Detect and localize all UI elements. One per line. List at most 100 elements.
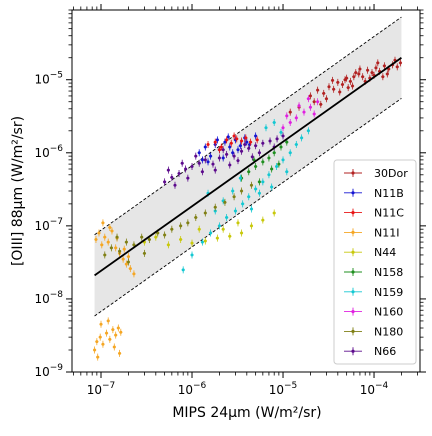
data-point xyxy=(217,154,222,162)
data-point xyxy=(358,65,362,73)
data-point xyxy=(270,165,274,173)
data-point xyxy=(179,236,183,244)
data-point xyxy=(272,118,276,126)
point-marker xyxy=(261,160,265,164)
point-marker xyxy=(213,140,217,144)
point-marker xyxy=(190,241,194,245)
point-marker xyxy=(338,90,342,94)
data-point xyxy=(249,181,254,189)
point-marker xyxy=(261,218,265,222)
point-marker xyxy=(114,246,118,250)
data-point xyxy=(200,156,204,164)
x-axis-label: MIPS 24μm (W/m²/sr) xyxy=(172,405,321,421)
point-marker xyxy=(277,162,281,166)
data-point xyxy=(101,219,105,227)
data-point xyxy=(279,128,283,136)
data-point xyxy=(340,81,345,89)
point-marker xyxy=(100,243,104,247)
point-marker xyxy=(250,155,254,159)
point-marker xyxy=(142,251,146,255)
point-marker xyxy=(236,221,240,225)
lower-bound-line xyxy=(94,98,402,317)
series-n66 xyxy=(163,132,285,189)
data-point xyxy=(163,178,167,186)
point-marker xyxy=(101,342,105,346)
legend-item: N11I xyxy=(344,226,399,239)
x-tick-label: 10−7 xyxy=(87,381,116,397)
legend-label: N159 xyxy=(374,286,403,299)
data-point xyxy=(228,161,232,169)
data-point xyxy=(354,69,358,77)
point-marker xyxy=(163,233,167,237)
point-marker xyxy=(288,110,292,114)
data-point xyxy=(249,205,254,213)
data-point xyxy=(228,143,232,151)
data-point xyxy=(114,244,118,252)
data-point xyxy=(208,229,213,237)
point-marker xyxy=(316,88,320,92)
point-marker xyxy=(272,211,276,215)
data-point xyxy=(221,146,225,154)
data-point xyxy=(306,127,310,135)
data-point xyxy=(233,136,238,144)
point-marker xyxy=(350,84,354,88)
series-n160 xyxy=(281,95,320,132)
data-point xyxy=(203,209,207,217)
data-point xyxy=(306,95,310,103)
point-marker xyxy=(354,71,358,75)
point-marker xyxy=(268,139,272,143)
point-marker xyxy=(106,319,110,323)
data-point xyxy=(166,241,170,249)
point-marker xyxy=(203,239,207,243)
data-point xyxy=(108,335,112,343)
point-marker xyxy=(382,64,386,68)
point-marker xyxy=(312,100,316,104)
point-marker xyxy=(232,195,236,199)
point-marker xyxy=(294,116,298,120)
point-marker xyxy=(206,142,210,146)
data-point xyxy=(117,349,122,357)
data-point xyxy=(235,135,239,143)
data-point xyxy=(122,245,126,253)
point-marker xyxy=(225,138,229,142)
point-marker xyxy=(203,158,207,162)
point-marker xyxy=(252,158,256,162)
data-point xyxy=(267,154,271,162)
data-point xyxy=(257,178,261,186)
data-point xyxy=(346,84,350,92)
point-marker xyxy=(190,164,194,168)
series-n11c xyxy=(206,132,259,154)
point-marker xyxy=(288,120,292,124)
point-marker xyxy=(358,67,362,71)
legend-marker-dot xyxy=(351,290,355,294)
data-point xyxy=(183,165,188,173)
data-point xyxy=(244,134,248,142)
point-marker xyxy=(105,331,109,335)
series-n44 xyxy=(142,209,276,249)
data-point xyxy=(308,103,313,111)
data-point xyxy=(330,76,335,84)
data-point xyxy=(142,249,147,257)
point-marker xyxy=(254,144,258,148)
point-marker xyxy=(244,136,248,140)
point-marker xyxy=(308,105,312,109)
point-marker xyxy=(215,138,219,142)
point-marker xyxy=(366,68,370,72)
data-point xyxy=(226,133,230,141)
point-marker xyxy=(316,100,320,104)
data-point xyxy=(114,331,118,339)
data-point xyxy=(239,147,244,155)
data-point xyxy=(190,162,194,170)
point-marker xyxy=(122,247,126,251)
point-marker xyxy=(398,61,402,65)
point-marker xyxy=(106,240,110,244)
legend-marker-dot xyxy=(351,171,355,175)
data-point xyxy=(288,149,292,157)
data-point xyxy=(316,86,320,94)
data-point xyxy=(190,251,194,259)
point-marker xyxy=(179,224,183,228)
point-marker xyxy=(297,104,301,108)
data-point xyxy=(231,149,235,157)
data-point xyxy=(140,233,144,241)
point-marker xyxy=(257,180,261,184)
